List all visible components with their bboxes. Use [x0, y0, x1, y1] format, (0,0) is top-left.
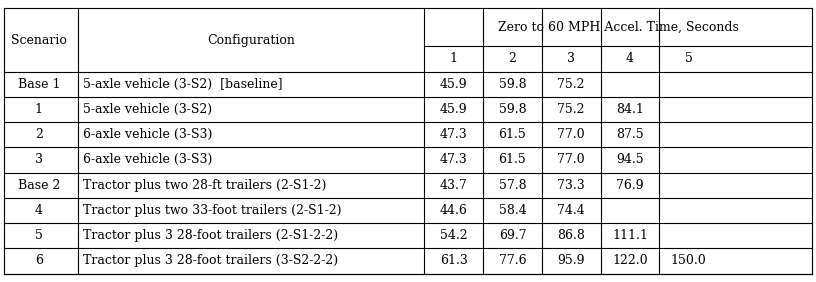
- Text: 87.5: 87.5: [616, 128, 644, 141]
- Text: Tractor plus two 33-foot trailers (2-S1-2): Tractor plus two 33-foot trailers (2-S1-…: [83, 204, 342, 217]
- Text: 2: 2: [35, 128, 42, 141]
- Text: 58.4: 58.4: [499, 204, 526, 217]
- Text: 6: 6: [35, 254, 42, 267]
- Text: 4: 4: [626, 52, 634, 65]
- Text: 77.6: 77.6: [499, 254, 526, 267]
- Text: 45.9: 45.9: [440, 78, 468, 91]
- Text: 6-axle vehicle (3-S3): 6-axle vehicle (3-S3): [83, 153, 213, 166]
- Text: 61.5: 61.5: [499, 153, 526, 166]
- Text: Scenario: Scenario: [11, 34, 67, 47]
- Text: 2: 2: [508, 52, 517, 65]
- Text: 111.1: 111.1: [612, 229, 648, 242]
- Text: 6-axle vehicle (3-S3): 6-axle vehicle (3-S3): [83, 128, 213, 141]
- Text: 94.5: 94.5: [616, 153, 644, 166]
- Text: 61.5: 61.5: [499, 128, 526, 141]
- Text: Zero to 60 MPH Accel. Time, Seconds: Zero to 60 MPH Accel. Time, Seconds: [498, 21, 738, 34]
- Text: 59.8: 59.8: [499, 78, 526, 91]
- Text: 84.1: 84.1: [616, 103, 644, 116]
- Text: 77.0: 77.0: [557, 153, 585, 166]
- Text: 5: 5: [685, 52, 693, 65]
- Text: 45.9: 45.9: [440, 103, 468, 116]
- Text: Base 2: Base 2: [18, 179, 60, 192]
- Text: 61.3: 61.3: [440, 254, 468, 267]
- Text: 150.0: 150.0: [671, 254, 707, 267]
- Text: 69.7: 69.7: [499, 229, 526, 242]
- Text: 1: 1: [35, 103, 42, 116]
- Text: Configuration: Configuration: [207, 34, 295, 47]
- Text: 75.2: 75.2: [557, 103, 585, 116]
- Text: 74.4: 74.4: [557, 204, 585, 217]
- Text: 47.3: 47.3: [440, 128, 468, 141]
- Text: 77.0: 77.0: [557, 128, 585, 141]
- Text: Tractor plus 3 28-foot trailers (2-S1-2-2): Tractor plus 3 28-foot trailers (2-S1-2-…: [83, 229, 339, 242]
- Text: 76.9: 76.9: [616, 179, 644, 192]
- Text: 95.9: 95.9: [557, 254, 585, 267]
- Text: 59.8: 59.8: [499, 103, 526, 116]
- Text: 86.8: 86.8: [557, 229, 585, 242]
- Text: Tractor plus two 28-ft trailers (2-S1-2): Tractor plus two 28-ft trailers (2-S1-2): [83, 179, 326, 192]
- Text: Base 1: Base 1: [17, 78, 60, 91]
- Text: 47.3: 47.3: [440, 153, 468, 166]
- Text: 5-axle vehicle (3-S2)  [baseline]: 5-axle vehicle (3-S2) [baseline]: [83, 78, 283, 91]
- Text: 4: 4: [35, 204, 42, 217]
- Text: 3: 3: [567, 52, 575, 65]
- Text: 57.8: 57.8: [499, 179, 526, 192]
- Text: Tractor plus 3 28-foot trailers (3-S2-2-2): Tractor plus 3 28-foot trailers (3-S2-2-…: [83, 254, 339, 267]
- Text: 3: 3: [35, 153, 42, 166]
- Text: 1: 1: [450, 52, 458, 65]
- Text: 43.7: 43.7: [440, 179, 468, 192]
- Text: 75.2: 75.2: [557, 78, 585, 91]
- Text: 73.3: 73.3: [557, 179, 585, 192]
- Text: 5-axle vehicle (3-S2): 5-axle vehicle (3-S2): [83, 103, 212, 116]
- Text: 54.2: 54.2: [440, 229, 468, 242]
- Text: 122.0: 122.0: [612, 254, 648, 267]
- Text: 5: 5: [35, 229, 42, 242]
- Text: 44.6: 44.6: [440, 204, 468, 217]
